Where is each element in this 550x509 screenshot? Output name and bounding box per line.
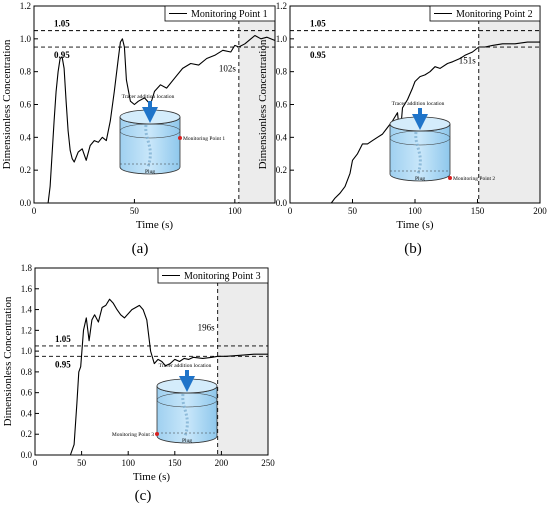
y-tick-label: 1.2 [21, 325, 32, 335]
y-tick-label: 0.0 [20, 198, 32, 208]
y-tick-label: 0.6 [276, 100, 288, 110]
y-tick-label: 0.2 [20, 165, 31, 175]
tracer-location-label: Tracer addition location [159, 363, 212, 369]
monitoring-point-marker [178, 136, 182, 140]
y-tick-label: 0.4 [20, 132, 32, 142]
threshold-label: 1.05 [310, 19, 326, 29]
threshold-label: 0.95 [310, 50, 326, 60]
mixing-time-label: 102s [219, 64, 237, 74]
panel-a: 0 50 100 0.0 0.2 0.4 0.6 0.8 1.0 1.2 Time (s) Dimen… [1, 1, 276, 231]
series-line [35, 298, 268, 456]
legend-label: Monitoring Point 1 [191, 9, 268, 20]
tank-inset: Tracer addition location Plug Monitoring P… [112, 363, 218, 444]
x-tick-label: 250 [261, 458, 275, 468]
y-tick-label: 0.6 [21, 388, 33, 398]
x-axis-label: Time (s) [136, 219, 174, 231]
y-tick-label: 0.4 [276, 132, 288, 142]
mixing-time-label: 151s [459, 55, 477, 65]
legend-box [157, 267, 269, 284]
x-axis-label: Time (s) [133, 471, 171, 483]
y-tick-label: 0.2 [21, 429, 32, 439]
y-tick-label: 1.0 [20, 34, 32, 44]
steady-state-region [478, 6, 540, 203]
x-tick-label: 150 [471, 206, 485, 216]
y-tick-label: 1.0 [21, 346, 33, 356]
x-tick-label: 100 [121, 458, 135, 468]
threshold-label: 0.95 [54, 50, 70, 60]
series-line [34, 34, 276, 204]
y-tick-label: 1.8 [21, 263, 33, 273]
tank-inset: Tracer addition location Plug Monitoring P… [119, 94, 225, 175]
tank-liquid-surface [119, 123, 181, 139]
x-tick-label: 200 [215, 458, 229, 468]
x-tick-label: 200 [533, 206, 547, 216]
tank-liquid-surface [389, 130, 451, 146]
plot-frame [34, 267, 269, 456]
y-tick-label: 0.2 [276, 165, 287, 175]
x-tick-label: 50 [348, 206, 358, 216]
y-tick-label: 1.2 [20, 1, 31, 11]
threshold-label: 0.95 [55, 359, 71, 369]
tracer-location-label: Tracer addition location [392, 101, 445, 107]
x-tick-label: 0 [33, 458, 38, 468]
x-tick-label: 0 [288, 206, 293, 216]
y-tick-label: 0.0 [21, 450, 33, 460]
monitoring-point-marker [155, 432, 159, 436]
monitoring-point-marker [448, 176, 452, 180]
y-tick-label: 0.0 [276, 198, 288, 208]
threshold-label: 1.05 [55, 334, 71, 344]
legend-box [429, 5, 541, 22]
monitoring-point-label: Monitoring Point 2 [453, 176, 495, 182]
y-tick-label: 0.8 [21, 367, 33, 377]
y-tick-label: 1.6 [21, 284, 33, 294]
tracer-location-label: Tracer addition location [122, 94, 175, 100]
steady-state-region [217, 268, 268, 455]
x-tick-label: 50 [130, 206, 140, 216]
plug-label: Plug [145, 169, 155, 175]
y-axis-label: Dimensionless Concentration [1, 39, 13, 169]
threshold-label: 1.05 [54, 19, 70, 29]
tank-liquid-surface [156, 392, 218, 408]
y-tick-label: 0.6 [20, 100, 32, 110]
x-tick-label: 150 [168, 458, 182, 468]
plug-label: Plug [182, 438, 192, 444]
monitoring-point-label: Monitoring Point 1 [183, 136, 225, 142]
x-tick-label: 0 [32, 206, 37, 216]
y-axis-label: Dimensionless Concentration [257, 39, 269, 169]
y-tick-label: 1.4 [21, 305, 33, 315]
legend-label: Monitoring Point 2 [456, 9, 533, 20]
panel-b: 0 50 100 150 200 0.0 0.2 0.4 0.6 0.8 1.0 1.2 Time (s… [257, 1, 547, 231]
monitoring-point-label: Monitoring Point 3 [112, 432, 154, 438]
panel-c: 0 50 100 150 200 250 0.0 0.2 0.4 0.6 0.8 1.0 1.2 1.4 1… [2, 263, 275, 483]
panel-label-c: (c) [135, 488, 152, 504]
x-tick-label: 100 [408, 206, 422, 216]
series-line [290, 41, 540, 204]
y-tick-label: 1.0 [276, 34, 288, 44]
panel-label-b: (b) [404, 241, 422, 257]
panel-label-a: (a) [132, 241, 149, 257]
y-tick-label: 0.8 [20, 67, 32, 77]
y-tick-label: 0.8 [276, 67, 288, 77]
y-axis-label: Dimensionless Concentration [2, 296, 14, 426]
steady-state-region [238, 6, 275, 203]
tank-inset: Tracer addition location Plug Monitoring P… [389, 101, 495, 182]
y-tick-label: 0.4 [21, 408, 33, 418]
x-tick-label: 100 [228, 206, 242, 216]
plug-label: Plug [415, 176, 425, 182]
x-axis-label: Time (s) [396, 219, 434, 231]
mixing-time-label: 196s [198, 322, 216, 332]
y-tick-label: 1.2 [276, 1, 287, 11]
legend-label: Monitoring Point 3 [184, 271, 261, 282]
legend-box [164, 5, 276, 22]
x-tick-label: 50 [77, 458, 87, 468]
